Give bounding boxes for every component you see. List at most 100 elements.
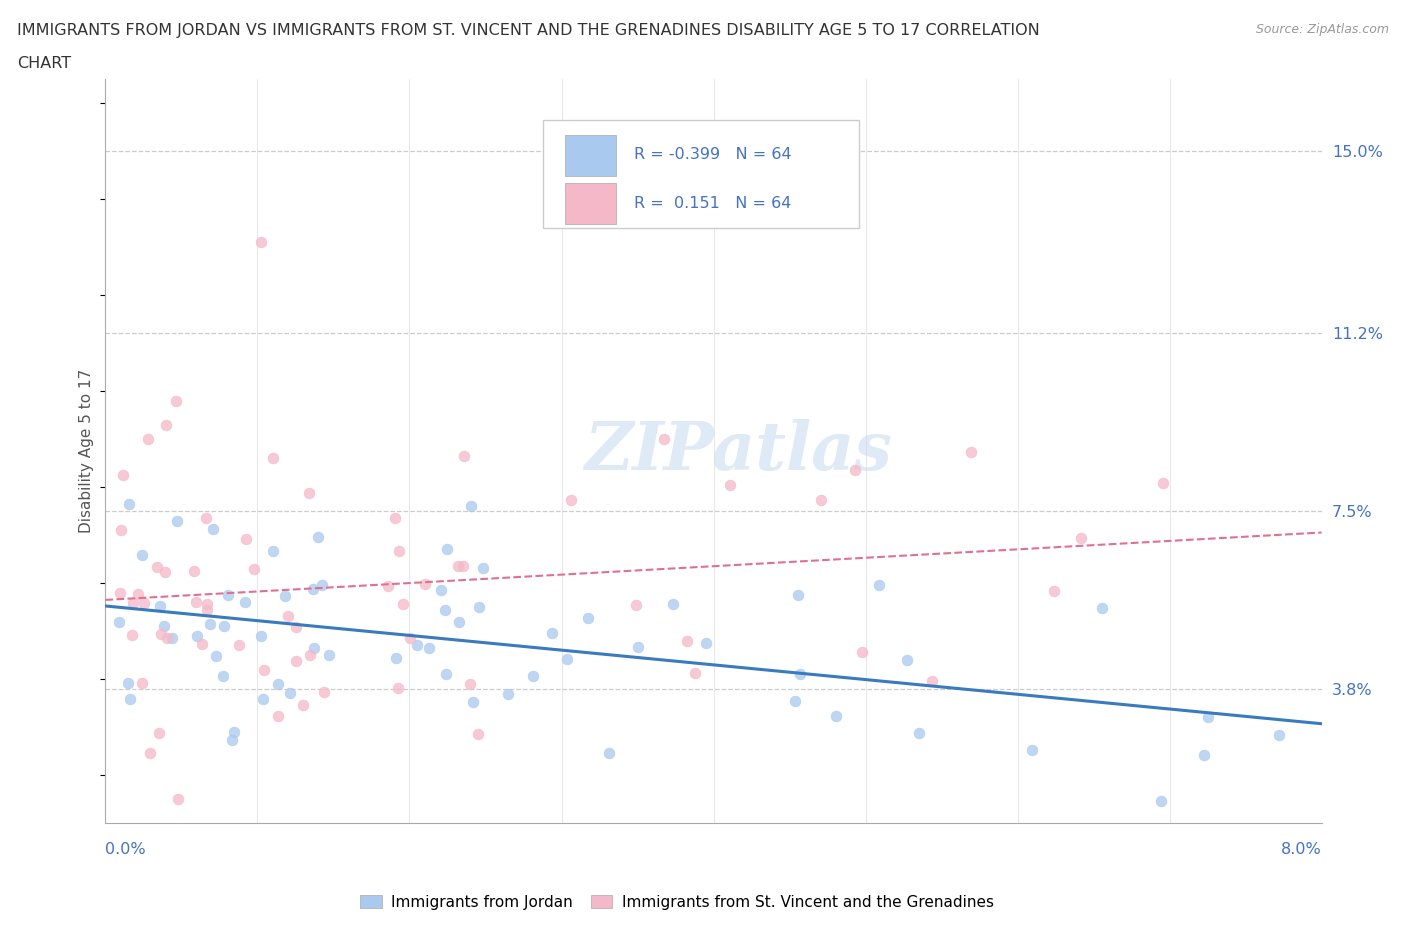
Point (195, 603, 218, 618)
Point (110, 523, 132, 538)
Point (118, 496, 141, 511)
Point (149, 599, 172, 614)
Point (467, 599, 489, 614)
Point (1043, 583, 1066, 598)
Point (167, 791, 190, 806)
Point (148, 725, 170, 740)
Point (1150, 793, 1173, 808)
Point (198, 617, 221, 631)
Point (384, 511, 406, 525)
Point (243, 562, 266, 577)
Point (228, 637, 250, 652)
Text: IMMIGRANTS FROM JORDAN VS IMMIGRANTS FROM ST. VINCENT AND THE GRENADINES DISABIL: IMMIGRANTS FROM JORDAN VS IMMIGRANTS FRO… (17, 23, 1039, 38)
FancyBboxPatch shape (543, 120, 859, 228)
Point (191, 636, 214, 651)
Point (139, 745, 162, 760)
Point (433, 603, 456, 618)
Point (284, 654, 307, 669)
Point (447, 614, 470, 629)
Point (131, 676, 153, 691)
Point (676, 633, 699, 648)
Point (471, 561, 494, 576)
Point (461, 694, 484, 709)
Text: ZIPatlas: ZIPatlas (583, 418, 891, 484)
Point (399, 631, 422, 645)
Point (205, 649, 228, 664)
Point (314, 684, 336, 699)
Point (560, 492, 582, 507)
Point (1152, 475, 1174, 490)
Point (186, 629, 208, 644)
Point (787, 587, 810, 602)
Point (624, 597, 647, 612)
Point (718, 477, 741, 492)
Point (522, 669, 544, 684)
Point (263, 451, 285, 466)
Point (298, 485, 321, 500)
Point (391, 596, 413, 611)
Text: R = -0.399   N = 64: R = -0.399 N = 64 (634, 148, 792, 163)
Point (131, 548, 153, 563)
Point (661, 596, 683, 611)
Point (292, 698, 315, 712)
Point (302, 640, 325, 655)
Point (121, 595, 143, 610)
Point (896, 653, 918, 668)
Point (155, 565, 177, 579)
Point (627, 640, 650, 655)
Point (789, 667, 811, 682)
Point (413, 577, 436, 591)
Point (183, 564, 205, 578)
Point (262, 544, 284, 559)
Point (108, 586, 131, 601)
Point (277, 608, 299, 623)
Text: 0.0%: 0.0% (105, 842, 146, 857)
Point (212, 618, 235, 633)
Point (253, 663, 276, 678)
Legend: Immigrants from Jordan, Immigrants from St. Vincent and the Grenadines: Immigrants from Jordan, Immigrants from … (354, 888, 1000, 916)
Point (155, 418, 177, 432)
Point (107, 615, 129, 630)
Point (155, 631, 177, 645)
Point (311, 578, 333, 592)
Point (194, 511, 217, 525)
Point (844, 462, 866, 477)
Point (222, 724, 245, 739)
Point (212, 668, 235, 683)
Point (541, 626, 564, 641)
Point (430, 582, 453, 597)
Point (785, 694, 807, 709)
Point (298, 647, 321, 662)
Point (121, 627, 143, 642)
Point (460, 499, 482, 514)
Point (377, 578, 399, 593)
Text: Source: ZipAtlas.com: Source: ZipAtlas.com (1256, 23, 1389, 36)
Point (868, 578, 890, 592)
Point (160, 631, 183, 645)
Text: 8.0%: 8.0% (1281, 842, 1322, 857)
Point (406, 638, 429, 653)
Point (302, 582, 325, 597)
Point (285, 619, 308, 634)
Point (318, 647, 340, 662)
Point (384, 650, 406, 665)
Point (496, 686, 519, 701)
Y-axis label: Disability Age 5 to 17: Disability Age 5 to 17 (79, 369, 94, 533)
Point (598, 745, 620, 760)
Point (467, 726, 489, 741)
Point (434, 667, 457, 682)
Point (453, 448, 475, 463)
Point (166, 514, 188, 529)
Point (683, 666, 706, 681)
Point (388, 544, 411, 559)
Text: CHART: CHART (17, 56, 70, 71)
Text: R =  0.151   N = 64: R = 0.151 N = 64 (634, 196, 792, 211)
Point (695, 635, 717, 650)
Point (221, 733, 243, 748)
Point (252, 692, 274, 707)
Point (307, 529, 329, 544)
Point (960, 445, 983, 459)
Point (810, 493, 832, 508)
Point (1070, 531, 1092, 546)
Bar (565, 183, 616, 224)
